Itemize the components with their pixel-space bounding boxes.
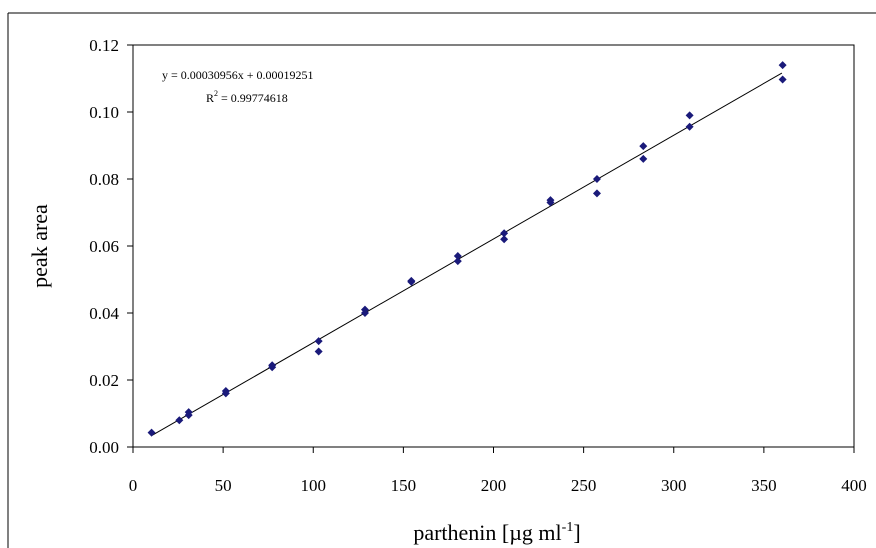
y-tick-label: 0.10: [89, 103, 119, 122]
data-point: [685, 111, 694, 120]
data-points: [147, 61, 787, 437]
y-tick-label: 0.06: [89, 237, 119, 256]
data-point: [268, 361, 277, 370]
y-tick-label: 0.02: [89, 371, 119, 390]
data-point: [592, 175, 601, 183]
data-point: [453, 252, 462, 261]
x-axis-title: parthenin [µg ml-1]: [413, 520, 580, 545]
data-point: [592, 189, 601, 198]
x-tick-label: 50: [215, 476, 232, 495]
x-tick-label: 200: [481, 476, 507, 495]
data-point: [407, 276, 416, 285]
data-point: [184, 408, 193, 417]
x-axis: 0 50 100 150 200 250 300 350 400: [129, 447, 867, 495]
data-point: [221, 387, 230, 396]
data-point: [453, 257, 462, 266]
x-tick-label: 250: [571, 476, 597, 495]
x-tick-label: 100: [301, 476, 327, 495]
plot-area: [132, 44, 855, 448]
data-point: [546, 196, 555, 205]
x-tick-label: 300: [661, 476, 687, 495]
equation-label: y = 0.00030956x + 0.00019251: [162, 68, 314, 82]
r-squared-label: R2 = 0.99774618: [206, 89, 288, 105]
x-tick-label: 350: [751, 476, 777, 495]
x-tick-label: 0: [129, 476, 138, 495]
y-tick-label: 0.00: [89, 438, 119, 457]
data-point: [147, 428, 156, 437]
data-point: [175, 416, 184, 425]
data-point: [360, 305, 369, 314]
y-tick-label: 0.12: [89, 36, 119, 55]
y-tick-label: 0.08: [89, 170, 119, 189]
data-point: [685, 122, 694, 131]
data-point: [639, 154, 648, 163]
x-tick-label: 400: [841, 476, 867, 495]
data-point: [500, 235, 509, 244]
y-axis-title: peak area: [27, 204, 52, 288]
data-point: [314, 347, 323, 356]
data-point: [778, 61, 787, 70]
y-tick-label: 0.04: [89, 304, 119, 323]
y-axis: 0.00 0.02 0.04 0.06 0.08 0.10 0.12: [89, 36, 133, 457]
data-point: [639, 142, 648, 151]
data-point: [500, 229, 509, 238]
data-point: [778, 75, 787, 84]
trend-line: [150, 72, 783, 437]
x-tick-label: 150: [391, 476, 417, 495]
data-point: [314, 337, 323, 346]
